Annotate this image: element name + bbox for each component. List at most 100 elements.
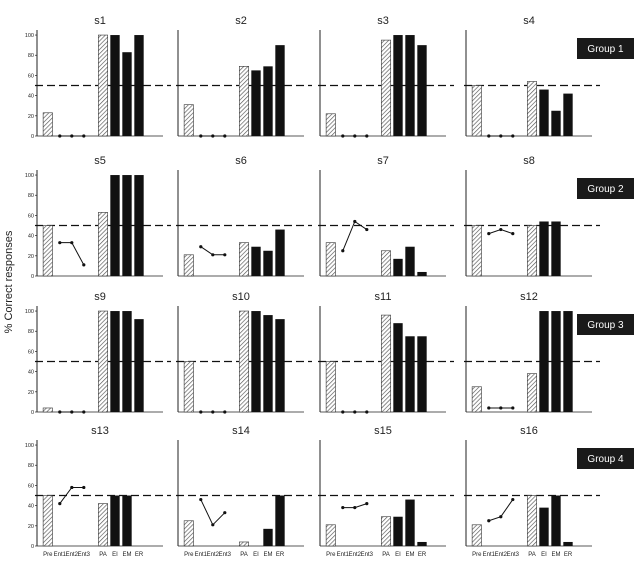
group-badge-box <box>577 314 634 335</box>
x-tick-label: Ent3 <box>78 552 91 558</box>
x-tick-label: EI <box>395 552 401 558</box>
bar-em <box>263 528 273 546</box>
bar-em <box>122 52 132 137</box>
probe-point <box>223 253 227 257</box>
y-tick-label: 100 <box>25 443 34 449</box>
bar-pre <box>325 113 336 137</box>
bar-er <box>275 319 285 412</box>
bar-pa <box>381 250 391 277</box>
panel-s2: s2 <box>176 15 312 138</box>
group-label: Group 2 <box>587 184 624 195</box>
bar-em <box>263 315 273 412</box>
x-tick-label: Pre <box>184 552 194 558</box>
probe-point <box>211 523 215 527</box>
bar-em <box>122 175 132 276</box>
probe-point <box>499 406 503 410</box>
bar-pre <box>42 225 53 277</box>
bar-pa <box>527 81 537 137</box>
y-tick-label: 0 <box>31 274 34 280</box>
bar-er <box>563 311 573 412</box>
probe-point <box>511 497 515 502</box>
x-tick-label: ER <box>276 552 285 558</box>
bar-er <box>417 271 427 276</box>
y-tick-label: 100 <box>25 173 34 179</box>
probe-point <box>70 485 74 490</box>
y-tick-label: 20 <box>28 254 34 260</box>
bar-pa <box>381 516 391 547</box>
bar-ei <box>110 311 120 412</box>
group-label: Group 1 <box>587 44 624 55</box>
bar-ei <box>251 311 261 412</box>
y-axis-label: % Correct responses <box>3 230 15 333</box>
x-tick-label: PA <box>528 552 536 558</box>
probe-point <box>487 406 491 410</box>
bar-pa <box>239 541 249 547</box>
x-tick-label: Pre <box>43 552 53 558</box>
probe-point <box>365 134 369 138</box>
probe-point <box>199 134 203 138</box>
x-tick-label: ER <box>418 552 427 558</box>
panel-title: s15 <box>374 425 392 437</box>
y-tick-label: 80 <box>28 329 34 335</box>
bar-ei <box>539 221 549 276</box>
group-badge-box <box>577 38 634 59</box>
panel-title: s4 <box>523 15 535 27</box>
bar-er <box>417 336 427 412</box>
x-tick-label: Ent3 <box>507 552 520 558</box>
bar-er <box>275 495 285 546</box>
x-tick-label: ER <box>135 552 144 558</box>
bar-er <box>417 541 427 546</box>
group-badge-box <box>577 448 634 469</box>
probe-point <box>70 241 74 245</box>
bar-pre <box>325 524 336 547</box>
y-tick-label: 80 <box>28 463 34 469</box>
y-tick-label: 20 <box>28 524 34 530</box>
probe-point <box>365 502 369 506</box>
bar-pa <box>381 314 391 413</box>
bar-em <box>263 250 273 276</box>
bar-pa <box>98 310 108 413</box>
panel-title: s1 <box>94 15 106 27</box>
bar-er <box>563 93 573 136</box>
group-label: Group 3 <box>587 320 624 331</box>
x-tick-label: Ent1 <box>483 552 496 558</box>
panel-s10: s10 <box>176 291 312 414</box>
probe-point <box>353 410 357 414</box>
x-tick-label: EM <box>406 552 415 558</box>
bar-em <box>122 311 132 412</box>
panel-title: s14 <box>232 425 250 437</box>
bar-pa <box>527 495 537 547</box>
y-tick-label: 80 <box>28 53 34 59</box>
y-tick-label: 60 <box>28 213 34 219</box>
probe-point <box>223 410 227 414</box>
x-tick-label: Ent1 <box>195 552 208 558</box>
bar-ei <box>251 246 261 276</box>
probe-point <box>511 232 515 236</box>
probe-point <box>223 134 227 138</box>
bar-ei <box>110 495 120 546</box>
bar-pre <box>325 242 336 277</box>
probe-point <box>70 134 74 138</box>
panel-s3: s3 <box>318 15 454 138</box>
x-tick-label: EI <box>253 552 259 558</box>
y-tick-label: 40 <box>28 504 34 510</box>
probe-point <box>82 134 86 138</box>
bar-ei <box>539 311 549 412</box>
probe-point <box>82 410 86 414</box>
x-tick-label: Pre <box>472 552 482 558</box>
probe-point <box>341 410 345 414</box>
probe-point <box>511 134 515 138</box>
bar-em <box>405 499 415 546</box>
bar-pre <box>471 225 482 277</box>
bar-ei <box>393 323 403 412</box>
bar-em <box>263 66 273 136</box>
y-tick-label: 0 <box>31 410 34 416</box>
bar-em <box>551 311 561 412</box>
bar-em <box>551 110 561 136</box>
probe-point <box>353 219 357 224</box>
probe-point <box>82 263 86 267</box>
group-label: Group 4 <box>587 454 624 465</box>
probe-point <box>499 227 503 232</box>
